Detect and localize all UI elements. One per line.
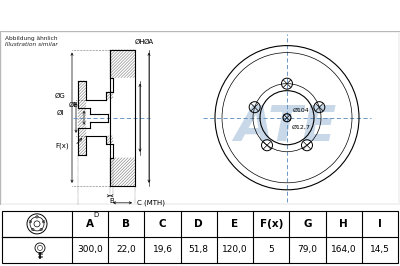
Text: ØH: ØH — [135, 39, 145, 45]
Text: D: D — [194, 219, 203, 229]
Text: ØI: ØI — [56, 110, 64, 116]
Text: Illustration similar: Illustration similar — [5, 41, 58, 47]
Text: 51,8: 51,8 — [189, 246, 209, 255]
Text: A: A — [86, 219, 94, 229]
Text: C (MTH): C (MTH) — [137, 200, 165, 206]
Text: 19,6: 19,6 — [152, 246, 172, 255]
Text: Abbildung ähnlich: Abbildung ähnlich — [5, 36, 58, 41]
Text: I: I — [378, 219, 382, 229]
Text: F(x): F(x) — [260, 219, 283, 229]
Text: 120,0: 120,0 — [222, 246, 248, 255]
Text: 300,0: 300,0 — [77, 246, 103, 255]
Bar — [2, 211, 398, 263]
Text: 5: 5 — [268, 246, 274, 255]
Text: 22,0: 22,0 — [116, 246, 136, 255]
Text: ØG: ØG — [55, 93, 65, 99]
Text: 79,0: 79,0 — [298, 246, 318, 255]
Text: Ø12,7: Ø12,7 — [292, 125, 311, 130]
Text: G: G — [303, 219, 312, 229]
Text: F(x): F(x) — [55, 143, 69, 149]
Text: 14,5: 14,5 — [370, 246, 390, 255]
Text: B: B — [109, 198, 114, 204]
Text: Ø104: Ø104 — [293, 108, 310, 113]
Text: ØA: ØA — [144, 39, 154, 45]
Text: D: D — [94, 212, 99, 218]
Text: 522160: 522160 — [295, 6, 365, 24]
Text: ØE: ØE — [69, 102, 79, 108]
Text: B: B — [122, 219, 130, 229]
Text: ATE: ATE — [234, 103, 336, 151]
Text: 24.0322-0160.1: 24.0322-0160.1 — [147, 6, 293, 24]
Text: 164,0: 164,0 — [331, 246, 356, 255]
Text: E: E — [232, 219, 238, 229]
Text: H: H — [339, 219, 348, 229]
Text: C: C — [159, 219, 166, 229]
